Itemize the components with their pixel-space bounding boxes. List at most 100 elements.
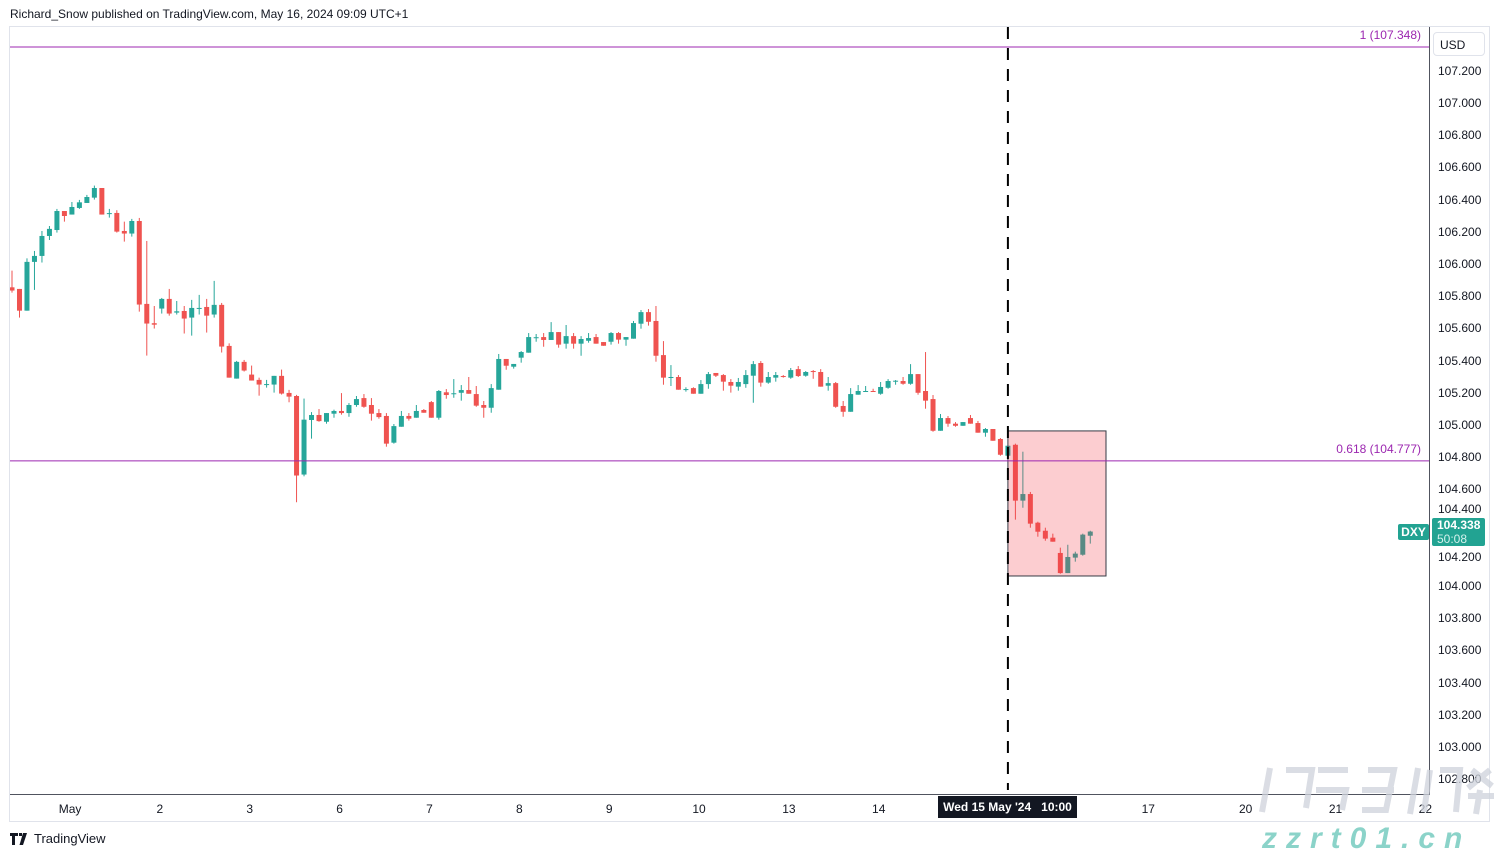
candle xyxy=(473,386,479,407)
candle xyxy=(309,412,315,439)
candle xyxy=(645,309,651,326)
candle xyxy=(773,372,779,382)
candle-body xyxy=(990,428,996,441)
candle xyxy=(31,250,37,290)
candle-body xyxy=(346,405,352,414)
candle-body xyxy=(780,376,786,378)
candle xyxy=(923,352,929,409)
candle xyxy=(638,310,644,329)
candle-body xyxy=(159,298,165,309)
candle-body xyxy=(616,333,622,340)
time-tick-label: 10 xyxy=(692,802,706,816)
candle-body xyxy=(653,320,659,356)
candle xyxy=(765,372,771,384)
candle-body xyxy=(481,405,487,408)
candle xyxy=(129,218,135,237)
candle-body xyxy=(443,392,449,396)
candle-body xyxy=(204,306,210,316)
price-axis[interactable]: 102.800 103.000 103.200 103.400 103.600 103.8… xyxy=(1429,27,1490,795)
candle xyxy=(16,288,22,318)
candle-body xyxy=(623,337,629,340)
candle xyxy=(1080,533,1086,556)
candle xyxy=(855,385,861,395)
candle-body xyxy=(428,402,434,418)
time-axis[interactable]: May 2 3 6 7 8 9 10 13 14 17 20 21 22 xyxy=(10,794,1432,822)
candle-body xyxy=(773,375,779,378)
time-tick-label: 13 xyxy=(782,802,796,816)
candle xyxy=(166,288,172,316)
candle xyxy=(563,324,569,349)
candle-body xyxy=(571,336,577,344)
candle-body xyxy=(1065,556,1071,574)
candle-body xyxy=(121,230,127,234)
price-tick-label: 104.000 xyxy=(1438,578,1482,593)
candle xyxy=(1035,521,1041,537)
crosshair-time-label: Wed 15 May '24 10:00 xyxy=(938,796,1077,818)
candle xyxy=(840,400,846,417)
price-tick-label: 106.400 xyxy=(1438,192,1482,207)
currency-button[interactable]: USD xyxy=(1433,32,1485,56)
candle-body xyxy=(61,211,67,217)
candle xyxy=(608,332,614,345)
candle-body xyxy=(286,392,292,397)
candle xyxy=(930,395,936,432)
candle-body xyxy=(1012,444,1018,501)
candle xyxy=(728,379,734,393)
price-tick-label: 104.200 xyxy=(1438,549,1482,564)
candle xyxy=(54,208,60,233)
candle xyxy=(990,428,996,441)
candle-body xyxy=(997,438,1003,455)
candle xyxy=(114,210,120,233)
candle xyxy=(653,305,659,362)
candle xyxy=(61,211,67,222)
candle xyxy=(46,225,52,240)
candle-body xyxy=(788,370,794,378)
tradingview-logo[interactable]: TradingView xyxy=(10,831,106,846)
price-tick-label: 106.200 xyxy=(1438,224,1482,239)
candle xyxy=(863,386,869,393)
candle-body xyxy=(196,307,202,309)
candle xyxy=(833,381,839,408)
candle-body xyxy=(698,384,704,394)
candle xyxy=(481,400,487,418)
candle xyxy=(406,413,412,421)
candle-body xyxy=(383,415,389,444)
candle xyxy=(234,360,240,379)
candle xyxy=(121,221,127,242)
candle-body xyxy=(496,358,502,390)
candle xyxy=(1012,443,1018,520)
candle-body xyxy=(601,342,607,346)
candle xyxy=(698,380,704,394)
candle xyxy=(848,388,854,412)
candle xyxy=(1072,551,1078,562)
candle-body xyxy=(174,311,180,313)
candle-body xyxy=(24,261,30,311)
candle-body xyxy=(361,398,367,407)
candle-body xyxy=(675,376,681,390)
price-tick-label: 103.600 xyxy=(1438,643,1482,658)
candle-body xyxy=(548,332,554,340)
candle-body xyxy=(503,358,509,366)
price-chart[interactable] xyxy=(10,27,1429,794)
candle-body xyxy=(91,187,97,198)
candle-body xyxy=(840,405,846,412)
candle-body xyxy=(264,384,270,386)
watermark-url: zzrt01.cn xyxy=(1262,822,1472,855)
candle-body xyxy=(668,376,674,378)
candle-body xyxy=(398,415,404,427)
fib-level-label: 0.618 (104.777) xyxy=(1336,441,1421,456)
highlight-rectangle[interactable] xyxy=(1007,430,1107,577)
candle-body xyxy=(511,363,517,367)
candle xyxy=(323,413,329,424)
candle xyxy=(286,389,292,403)
price-tick-label: 105.400 xyxy=(1438,353,1482,368)
candle xyxy=(668,365,674,387)
candle xyxy=(383,413,389,447)
candle xyxy=(24,258,30,311)
candle xyxy=(421,409,427,413)
price-tick-label: 107.000 xyxy=(1438,95,1482,110)
candle xyxy=(301,398,307,477)
candle-body xyxy=(818,372,824,387)
candles-layer xyxy=(10,185,1093,574)
candle-body xyxy=(930,399,936,431)
